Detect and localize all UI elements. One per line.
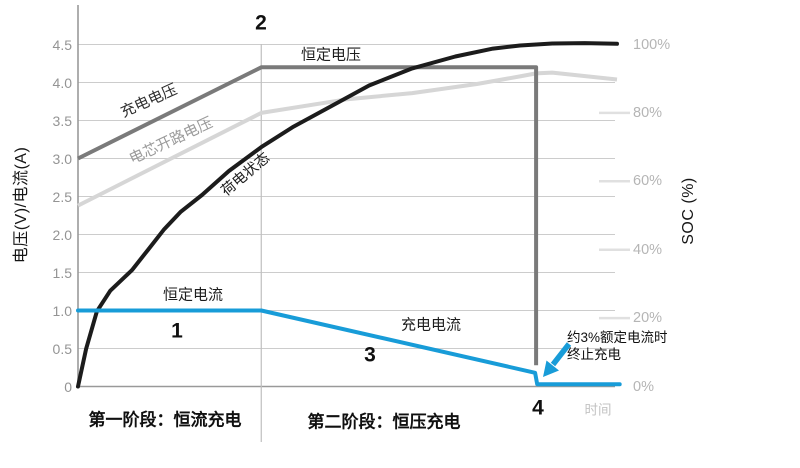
phase-2-caption: 第二阶段：恒压充电 [307,412,461,432]
constant-current-label: 恒定电流 [162,286,224,304]
series-charging-voltage-line [77,65,539,366]
y-left-tick-label: 3.5 [52,112,72,129]
right-axis-title: SOC (%) [680,177,697,245]
marker-2: 2 [255,11,267,35]
marker-4: 4 [532,396,544,420]
annotation-arrow-icon [543,360,559,377]
y-right-tick-label: 40% [633,241,663,258]
marker-1: 1 [171,319,183,343]
y-right-tick-label: 60% [633,173,663,190]
y-left-tick-label: 2.5 [52,188,72,205]
marker-3: 3 [364,343,376,367]
y-right-tick-label: 80% [633,104,663,121]
y-left-tick-label: 0 [64,378,72,395]
y-left-tick-label: 4.5 [52,36,72,53]
annotation-arrow-shaft [550,342,572,367]
y-right-tick-label: 20% [633,310,663,327]
series-open-circuit-voltage-line [77,70,618,208]
y-right-tick-label: 100% [633,36,671,53]
x-axis-title: 时间 [584,402,612,418]
termination-annotation-line2: 终止充电 [567,347,621,362]
constant-voltage-label: 恒定电压 [300,46,362,64]
series-charging-current-line [76,308,622,387]
y-left-tick-label: 1.5 [52,264,72,281]
phase-1-caption: 第一阶段：恒流充电 [88,410,242,430]
y-left-tick-label: 4.0 [52,74,72,91]
termination-annotation: 约3%额定电流时 终止充电 [567,329,707,363]
charge-current-label: 充电电流 [400,316,462,334]
left-axis-title: 电压(V)/电流(A) [13,146,30,264]
series-state-of-charge-line [76,41,619,389]
termination-annotation-line1: 约3%额定电流时 [567,330,668,345]
y-left-tick-label: 0.5 [52,340,72,357]
y-left-tick-label: 3.0 [52,150,72,167]
y-left-tick-label: 1.0 [52,302,72,319]
y-left-tick-label: 2.0 [52,226,72,243]
y-right-tick-label: 0% [633,378,654,395]
